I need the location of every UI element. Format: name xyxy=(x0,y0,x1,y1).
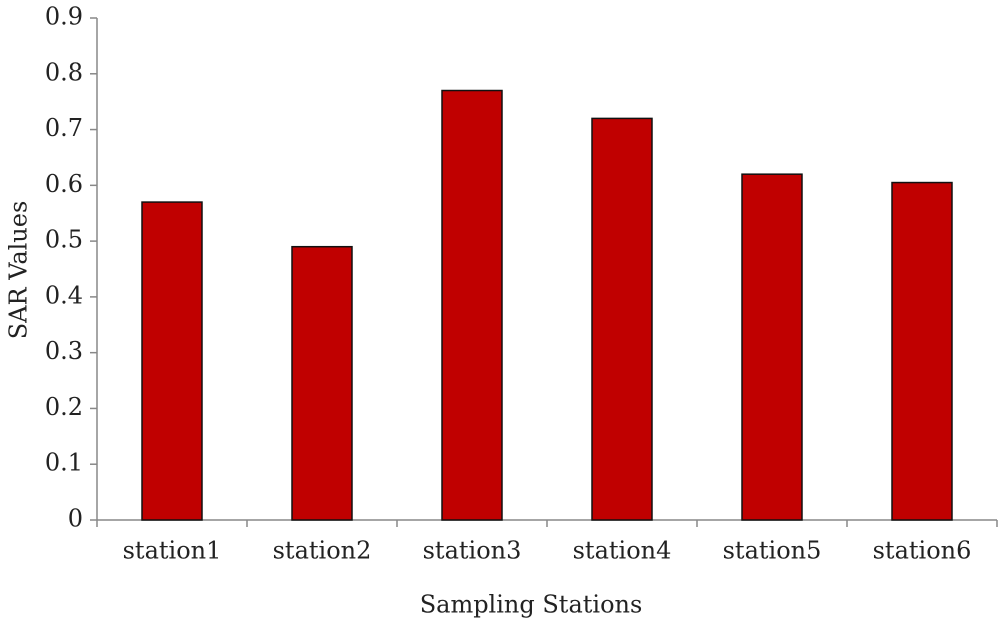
y-tick-label: 0.8 xyxy=(45,58,83,86)
y-axis-title: SAR Values xyxy=(5,201,33,340)
x-tick-label: station6 xyxy=(873,537,972,565)
x-tick-label: station1 xyxy=(123,537,222,565)
y-tick-label: 0 xyxy=(68,505,83,533)
y-tick-label: 0.2 xyxy=(45,393,83,421)
bar xyxy=(891,181,953,521)
bar xyxy=(441,89,503,521)
x-tick-label: station2 xyxy=(273,537,372,565)
y-tick-label: 0.5 xyxy=(45,226,83,254)
x-tick-label: station4 xyxy=(573,537,672,565)
x-tick-label: station5 xyxy=(723,537,822,565)
y-tick-label: 0.7 xyxy=(45,114,83,142)
bar xyxy=(591,117,653,521)
bar xyxy=(741,173,803,521)
y-tick-label: 0.1 xyxy=(45,449,83,477)
bar xyxy=(141,201,203,521)
x-tick-label: station3 xyxy=(423,537,522,565)
y-tick-label: 0.9 xyxy=(45,3,83,31)
x-axis-title: Sampling Stations xyxy=(420,591,643,619)
bar xyxy=(291,245,353,521)
y-tick-label: 0.3 xyxy=(45,337,83,365)
y-tick-label: 0.6 xyxy=(45,170,83,198)
y-tick-label: 0.4 xyxy=(45,281,83,309)
